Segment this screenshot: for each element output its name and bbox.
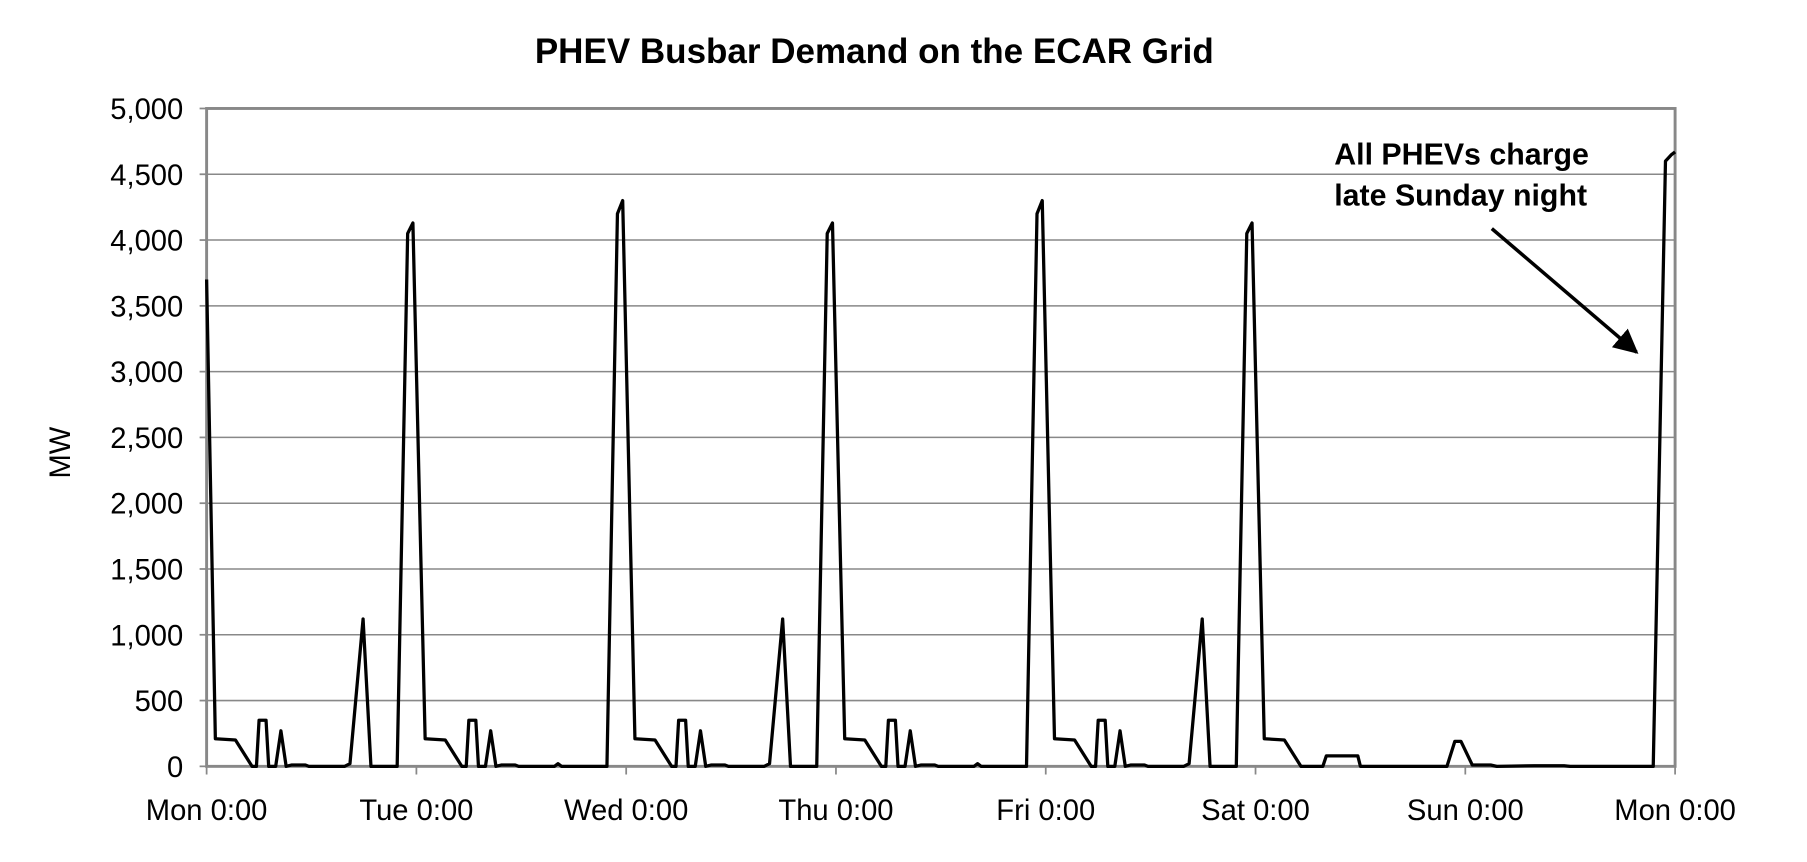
x-tick-label: Tue 0:00	[359, 795, 473, 827]
x-tick-label: Mon 0:00	[1614, 795, 1736, 827]
annotation: All PHEVs charge	[1334, 138, 1589, 171]
x-tick-label: Mon 0:00	[146, 795, 268, 827]
x-tick-label: Sun 0:00	[1407, 795, 1524, 827]
y-tick-label: 1,500	[110, 554, 183, 586]
data-line	[204, 150, 1677, 768]
y-axis-label: MW	[45, 426, 77, 478]
x-tick-label: Fri 0:00	[996, 795, 1095, 827]
y-tick-label: 4,500	[110, 160, 183, 192]
y-tick-label: 500	[135, 686, 184, 718]
x-tick-label: Wed 0:00	[564, 795, 688, 827]
annotation: late Sunday night	[1334, 179, 1587, 212]
plot-area: 0 500 1,000 1,500 2,000 2,500 3,000 3,500 4,000 4…	[110, 94, 1736, 827]
y-tick-label: 2,500	[110, 423, 183, 455]
x-tick-label: Thu 0:00	[778, 795, 893, 827]
x-tick-label: Sat 0:00	[1201, 795, 1310, 827]
y-tick-label: 3,000	[110, 357, 183, 389]
chart-title: PHEV Busbar Demand on the ECAR Grid	[535, 32, 1214, 71]
y-tick-label: 0	[167, 752, 183, 784]
y-tick-label: 2,000	[110, 489, 183, 521]
y-tick-label: 3,500	[110, 291, 183, 323]
y-tick-label: 5,000	[110, 94, 183, 126]
y-tick-label: 1,000	[110, 620, 183, 652]
annotation-arrow	[1490, 227, 1639, 354]
y-tick-label: 4,000	[110, 226, 183, 258]
